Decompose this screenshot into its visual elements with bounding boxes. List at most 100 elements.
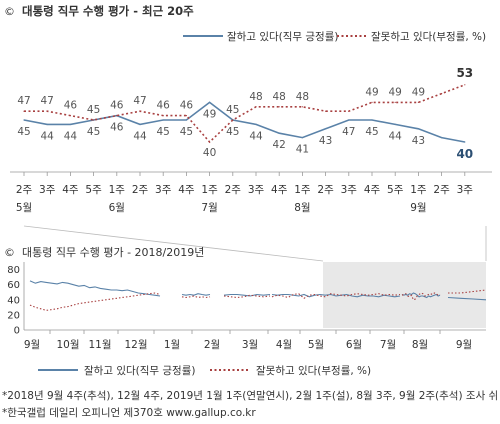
bottom-series-positive-segment-5 <box>447 296 487 301</box>
top-label-positive-1: 44 <box>41 130 55 142</box>
bottom-x-tick-0: 9월 <box>24 339 40 351</box>
top-x-tick-week-1: 3주 <box>39 184 56 196</box>
top-point-negative-0 <box>23 110 25 112</box>
top-x-tick-week-7: 4주 <box>178 184 195 196</box>
legend2-negative-label: 잘못하고 있다(부정률, %) <box>256 364 371 377</box>
top-point-positive-11 <box>278 132 280 134</box>
bottom-y-tick-2: 40 <box>7 295 20 306</box>
top-point-negative-8 <box>209 141 211 143</box>
bottom-legend: 잘하고 있다(직무 긍정률) 잘못하고 있다(부정률, %) <box>38 364 371 377</box>
top-label-negative-10: 48 <box>249 91 262 103</box>
top-point-negative-4 <box>116 115 118 117</box>
zoom-connector-left <box>23 225 324 262</box>
top-point-positive-19 <box>464 141 466 143</box>
top-label-negative-3: 45 <box>87 104 100 116</box>
top-label-positive-5: 44 <box>133 130 147 142</box>
copyright-icon-2: © <box>4 246 15 259</box>
bottom-y-tick-1: 60 <box>7 280 20 291</box>
bottom-chart-plot <box>29 280 487 311</box>
top-point-positive-12 <box>301 137 303 139</box>
legend-positive-label: 잘하고 있다(직무 긍정률) <box>227 30 338 43</box>
top-label-positive-6: 45 <box>157 126 170 138</box>
top-label-negative-9: 45 <box>226 104 239 116</box>
top-label-positive-15: 45 <box>365 126 378 138</box>
top-point-negative-2 <box>69 115 71 117</box>
top-label-positive-4: 46 <box>110 122 124 134</box>
top-chart-title: 대통령 직무 수행 평가 - 최근 20주 <box>22 4 194 18</box>
bottom-chart-y-axis: 80 60 40 20 0 <box>7 262 25 337</box>
bottom-x-tick-5: 2월 <box>204 339 220 351</box>
top-point-negative-1 <box>46 110 48 112</box>
top-x-tick-week-2: 4주 <box>62 184 79 196</box>
top-point-positive-14 <box>348 119 350 121</box>
bottom-x-tick-2: 11월 <box>88 339 111 351</box>
top-x-tick-week-13: 2주 <box>317 184 334 196</box>
bottom-series-negative-segment-2 <box>223 294 271 299</box>
top-chart-x-axis: 2주 5월 3주 4주 5주 1주 6월 2주 3주 4주 1주 7월 2주 3주 4주 1주 8월 2주 3주 4주… <box>10 171 492 214</box>
top-point-negative-9 <box>232 119 234 121</box>
top-x-tick-week-16: 5주 <box>387 184 404 196</box>
top-point-negative-13 <box>325 110 327 112</box>
bottom-x-tick-7: 4월 <box>276 339 292 351</box>
top-label-positive-9: 45 <box>226 126 239 138</box>
top-legend: 잘하고 있다(직무 긍정률) 잘못하고 있다(부정률, %) <box>183 30 486 43</box>
top-x-tick-week-6: 3주 <box>155 184 172 196</box>
top-x-tick-month-0: 5월 <box>16 202 32 214</box>
top-point-negative-5 <box>139 110 141 112</box>
bottom-x-tick-1: 10월 <box>56 339 79 351</box>
bottom-x-tick-6: 3월 <box>242 339 258 351</box>
top-label-negative-4: 46 <box>110 100 124 112</box>
legend2-positive-label: 잘하고 있다(직무 긍정률) <box>84 364 195 377</box>
bottom-series-positive-segment-4 <box>401 292 441 299</box>
bottom-x-tick-9: 6월 <box>346 339 362 351</box>
top-point-negative-15 <box>371 101 373 103</box>
top-label-positive-10: 44 <box>249 130 263 142</box>
bottom-series-negative-segment-3 <box>271 293 401 299</box>
bottom-x-tick-4: 1월 <box>164 339 180 351</box>
top-point-positive-0 <box>23 119 25 121</box>
top-x-tick-week-12: 1주 <box>294 184 311 196</box>
top-point-positive-1 <box>46 123 48 125</box>
top-label-negative-16: 49 <box>389 86 402 98</box>
top-point-negative-17 <box>417 101 419 103</box>
top-point-negative-16 <box>394 101 396 103</box>
top-label-positive-19: 40 <box>456 147 473 161</box>
copyright-icon: © <box>4 5 15 18</box>
top-label-negative-19: 53 <box>456 66 473 80</box>
top-point-positive-15 <box>371 119 373 121</box>
bottom-chart-x-axis: 9월 10월 11월 12월 1월 2월 3월 4월 5월 6월 7월 8월 9월 <box>24 329 486 351</box>
top-point-positive-18 <box>441 137 443 139</box>
top-x-tick-month-17: 9월 <box>410 202 426 214</box>
top-point-positive-2 <box>69 123 71 125</box>
top-label-negative-12: 48 <box>296 91 309 103</box>
top-x-tick-week-10: 3주 <box>248 184 265 196</box>
top-label-positive-3: 45 <box>87 126 100 138</box>
top-label-positive-0: 45 <box>17 126 30 138</box>
footer-note-1: *2018년 9월 4주(추석), 12월 4주, 2019년 1월 1주(연말… <box>2 390 499 402</box>
bottom-series-negative-segment-5 <box>448 289 487 294</box>
top-label-negative-11: 48 <box>273 91 286 103</box>
top-point-positive-16 <box>394 123 396 125</box>
top-label-positive-2: 44 <box>64 130 78 142</box>
top-label-positive-14: 47 <box>342 126 355 138</box>
top-label-positive-13: 43 <box>319 135 332 147</box>
top-label-negative-17: 49 <box>412 86 425 98</box>
top-point-negative-7 <box>185 115 187 117</box>
top-label-positive-7: 45 <box>180 126 193 138</box>
top-series-line-negative <box>24 84 466 144</box>
bottom-series-negative-segment-0 <box>29 292 161 311</box>
top-x-tick-week-11: 4주 <box>271 184 288 196</box>
top-series-line-positive <box>23 101 465 143</box>
top-point-negative-10 <box>255 106 257 108</box>
top-x-tick-week-17: 1주 <box>410 184 427 196</box>
bottom-series-positive-segment-1 <box>181 293 211 296</box>
top-chart-plot: 45 44 44 45 46 44 45 45 49 45 44 42 41 43 47 45 44 43 40 47… <box>17 66 473 161</box>
top-label-negative-1: 47 <box>41 95 54 107</box>
top-x-tick-week-5: 2주 <box>132 184 149 196</box>
top-chart-header: © 대통령 직무 수행 평가 - 최근 20주 <box>4 4 194 18</box>
top-label-positive-11: 42 <box>273 139 286 151</box>
bottom-series-positive-segment-0 <box>29 280 161 297</box>
top-x-tick-week-19: 3주 <box>457 184 474 196</box>
top-point-positive-6 <box>162 119 164 121</box>
